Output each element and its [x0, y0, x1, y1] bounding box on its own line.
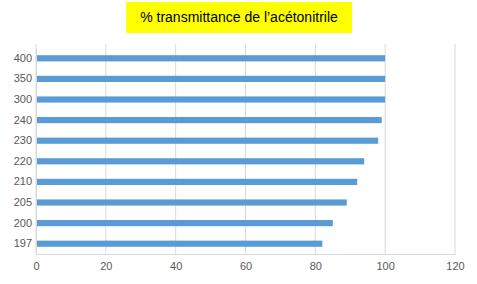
bar — [36, 117, 382, 123]
y-tick-label: 220 — [14, 155, 32, 167]
x-tick: 100 — [376, 254, 394, 272]
title-background — [126, 2, 352, 33]
y-tick-label: 210 — [14, 175, 32, 187]
bar — [36, 158, 364, 164]
x-tick-label: 40 — [170, 260, 182, 272]
x-tick: 120 — [446, 254, 464, 272]
y-tick-label: 400 — [14, 52, 32, 64]
bar — [36, 96, 385, 102]
y-tick-label: 350 — [14, 72, 32, 84]
x-tick: 40 — [170, 254, 182, 272]
y-axis-line — [36, 49, 37, 255]
y-tick-label: 300 — [14, 93, 32, 105]
x-tick-label: 120 — [446, 260, 464, 272]
y-tick-label: 230 — [14, 134, 32, 146]
title: % transmittance de l’acétonitrile — [140, 9, 338, 25]
chart: % transmittance de l’acétonitrile 0 20 40 60… — [0, 0, 477, 284]
y-tick: 220 — [14, 155, 36, 167]
bar — [36, 179, 357, 185]
x-tick: 60 — [240, 254, 252, 272]
grid-line — [36, 44, 37, 254]
y-tick-label: 205 — [14, 196, 32, 208]
x-tick-label: 0 — [33, 260, 39, 272]
bar — [36, 220, 333, 226]
bar — [36, 199, 347, 205]
y-tick: 205 — [14, 196, 36, 208]
y-tick-label: 197 — [14, 237, 32, 249]
y-tick: 240 — [14, 114, 36, 126]
y-tick-label: 240 — [14, 114, 32, 126]
y-tick-label: 200 — [14, 217, 32, 229]
bars — [36, 55, 385, 247]
title-group: % transmittance de l’acétonitrile — [126, 2, 352, 33]
bar — [36, 76, 385, 82]
x-tick-label: 20 — [100, 260, 112, 272]
y-tick: 197 — [14, 237, 36, 249]
y-tick: 400 — [14, 52, 36, 64]
y-axis: 197 200 205 210 220 230 240 300 350 400 — [14, 49, 37, 255]
bar — [36, 138, 378, 144]
x-tick-label: 100 — [376, 260, 394, 272]
x-tick: 20 — [100, 254, 112, 272]
x-axis-line — [37, 254, 456, 255]
y-tick: 230 — [14, 134, 36, 146]
bar — [36, 55, 385, 61]
bar — [36, 241, 322, 247]
x-axis: 0 20 40 60 80 100 120 — [33, 254, 464, 272]
grid-line — [455, 44, 456, 254]
x-tick-label: 80 — [310, 260, 322, 272]
y-tick: 210 — [14, 175, 36, 187]
y-tick: 300 — [14, 93, 36, 105]
grid — [36, 44, 455, 254]
y-tick: 350 — [14, 72, 36, 84]
x-tick: 0 — [33, 254, 39, 272]
x-tick: 80 — [310, 254, 322, 272]
grid-line — [385, 44, 386, 254]
y-tick: 200 — [14, 217, 36, 229]
x-tick-label: 60 — [240, 260, 252, 272]
